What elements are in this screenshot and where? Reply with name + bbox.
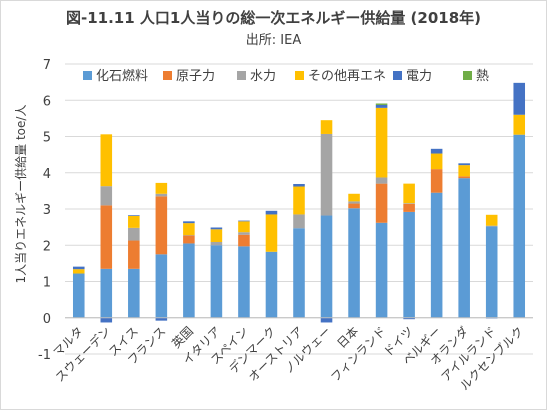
bar-segment xyxy=(100,134,113,187)
bar-segment xyxy=(183,235,195,244)
bar-segment xyxy=(183,223,195,236)
y-tick-label: 0 xyxy=(43,312,51,327)
bar-segment xyxy=(72,266,85,270)
bar-segment xyxy=(320,317,333,323)
bar-segment xyxy=(375,177,388,184)
legend-entry: その他再エネ xyxy=(308,69,386,84)
bar-segment xyxy=(403,183,415,204)
bar-segment xyxy=(293,183,305,187)
y-tick-label: 1 xyxy=(43,276,51,291)
y-tick-label: 7 xyxy=(43,58,51,73)
y-tick-label: -1 xyxy=(38,348,51,363)
y-tick-label: 5 xyxy=(43,131,51,146)
bar-segment xyxy=(403,203,415,212)
bar-segment xyxy=(375,104,388,108)
legend-entry: 水力 xyxy=(250,69,276,84)
bar-segment xyxy=(265,210,278,215)
bar-segment xyxy=(513,134,526,318)
bar-segment xyxy=(72,273,85,318)
bar-segment xyxy=(128,215,140,216)
bar-segment xyxy=(320,120,333,134)
bar-segment xyxy=(183,243,195,318)
bar-segment xyxy=(430,169,443,193)
bar-segment xyxy=(430,153,443,170)
chart-title: 図-11.11 人口1人当りの総一次エネルギー供給量 (2018年) xyxy=(65,9,481,27)
y-tick-label: 3 xyxy=(43,203,51,218)
bar-segment xyxy=(128,215,140,228)
bar-segment xyxy=(128,240,140,269)
bar-segment xyxy=(238,232,250,235)
bar-segment xyxy=(485,225,498,227)
bar-segment xyxy=(155,196,168,255)
bar-segment xyxy=(513,114,526,135)
bar-segment xyxy=(320,133,333,216)
bar-segment xyxy=(155,182,168,194)
legend-entry: 電力 xyxy=(406,69,432,84)
bar-segment xyxy=(403,203,415,204)
legend-swatch xyxy=(295,71,304,80)
bar-segment xyxy=(293,186,305,215)
bar-segment xyxy=(183,235,195,236)
bar-segment xyxy=(265,214,278,252)
legend-swatch xyxy=(463,71,472,80)
bar-segment xyxy=(100,186,113,206)
bar-segment xyxy=(430,148,443,154)
bar-segment xyxy=(458,176,470,179)
bar-segment xyxy=(155,193,168,197)
bar-segment xyxy=(348,201,360,204)
bar-segment xyxy=(155,317,168,321)
y-axis-title: 1人当りエネルギー供給量 toe/人 xyxy=(14,105,28,284)
bar-segment xyxy=(238,221,250,233)
bar-segment xyxy=(485,214,498,226)
bar-segment xyxy=(210,241,223,246)
bar-segment xyxy=(128,268,140,318)
bar-segment xyxy=(348,193,360,202)
bar-segment xyxy=(348,203,360,209)
legend-swatch xyxy=(393,71,402,80)
legend-entry: 化石燃料 xyxy=(96,68,148,84)
bar-segment xyxy=(210,227,223,230)
bar-segment xyxy=(375,107,388,178)
bar-segment xyxy=(320,215,333,318)
bar-segment xyxy=(430,192,443,318)
bar-segment xyxy=(485,226,498,318)
legend-swatch xyxy=(83,71,92,80)
bar-segment xyxy=(210,245,223,318)
bar-segment xyxy=(375,183,388,223)
bar-segment xyxy=(458,165,470,177)
bar-segment xyxy=(293,228,305,318)
bar-segment xyxy=(183,221,195,224)
bar-segment xyxy=(210,229,223,242)
chart-subtitle: 出所: IEA xyxy=(245,33,302,48)
bar-segment xyxy=(238,246,250,318)
bar-segment xyxy=(375,222,388,318)
bar-segment xyxy=(375,103,388,105)
y-tick-label: 2 xyxy=(43,239,51,254)
y-tick-label: 6 xyxy=(43,94,51,109)
bar-segment xyxy=(72,269,85,274)
legend-swatch xyxy=(163,71,172,80)
legend-entry: 原子力 xyxy=(176,69,215,84)
bar-segment xyxy=(100,268,113,318)
bar-segment xyxy=(458,178,470,318)
bar-segment xyxy=(293,214,305,229)
bar-segment xyxy=(100,205,113,269)
y-tick-label: 4 xyxy=(43,167,51,182)
bar-segment xyxy=(128,227,140,241)
bar-segment xyxy=(348,208,360,318)
bar-segment xyxy=(458,163,470,166)
legend-entry: 熱 xyxy=(476,69,489,84)
bar-segment xyxy=(238,220,250,222)
bar-segment xyxy=(403,211,415,318)
bar-segment xyxy=(100,317,113,323)
bar-segment xyxy=(513,82,526,115)
bar-segment xyxy=(265,251,278,318)
legend-swatch xyxy=(237,71,246,80)
bar-segment xyxy=(238,234,250,247)
bar-segment xyxy=(403,317,415,320)
bar-segment xyxy=(155,254,168,318)
